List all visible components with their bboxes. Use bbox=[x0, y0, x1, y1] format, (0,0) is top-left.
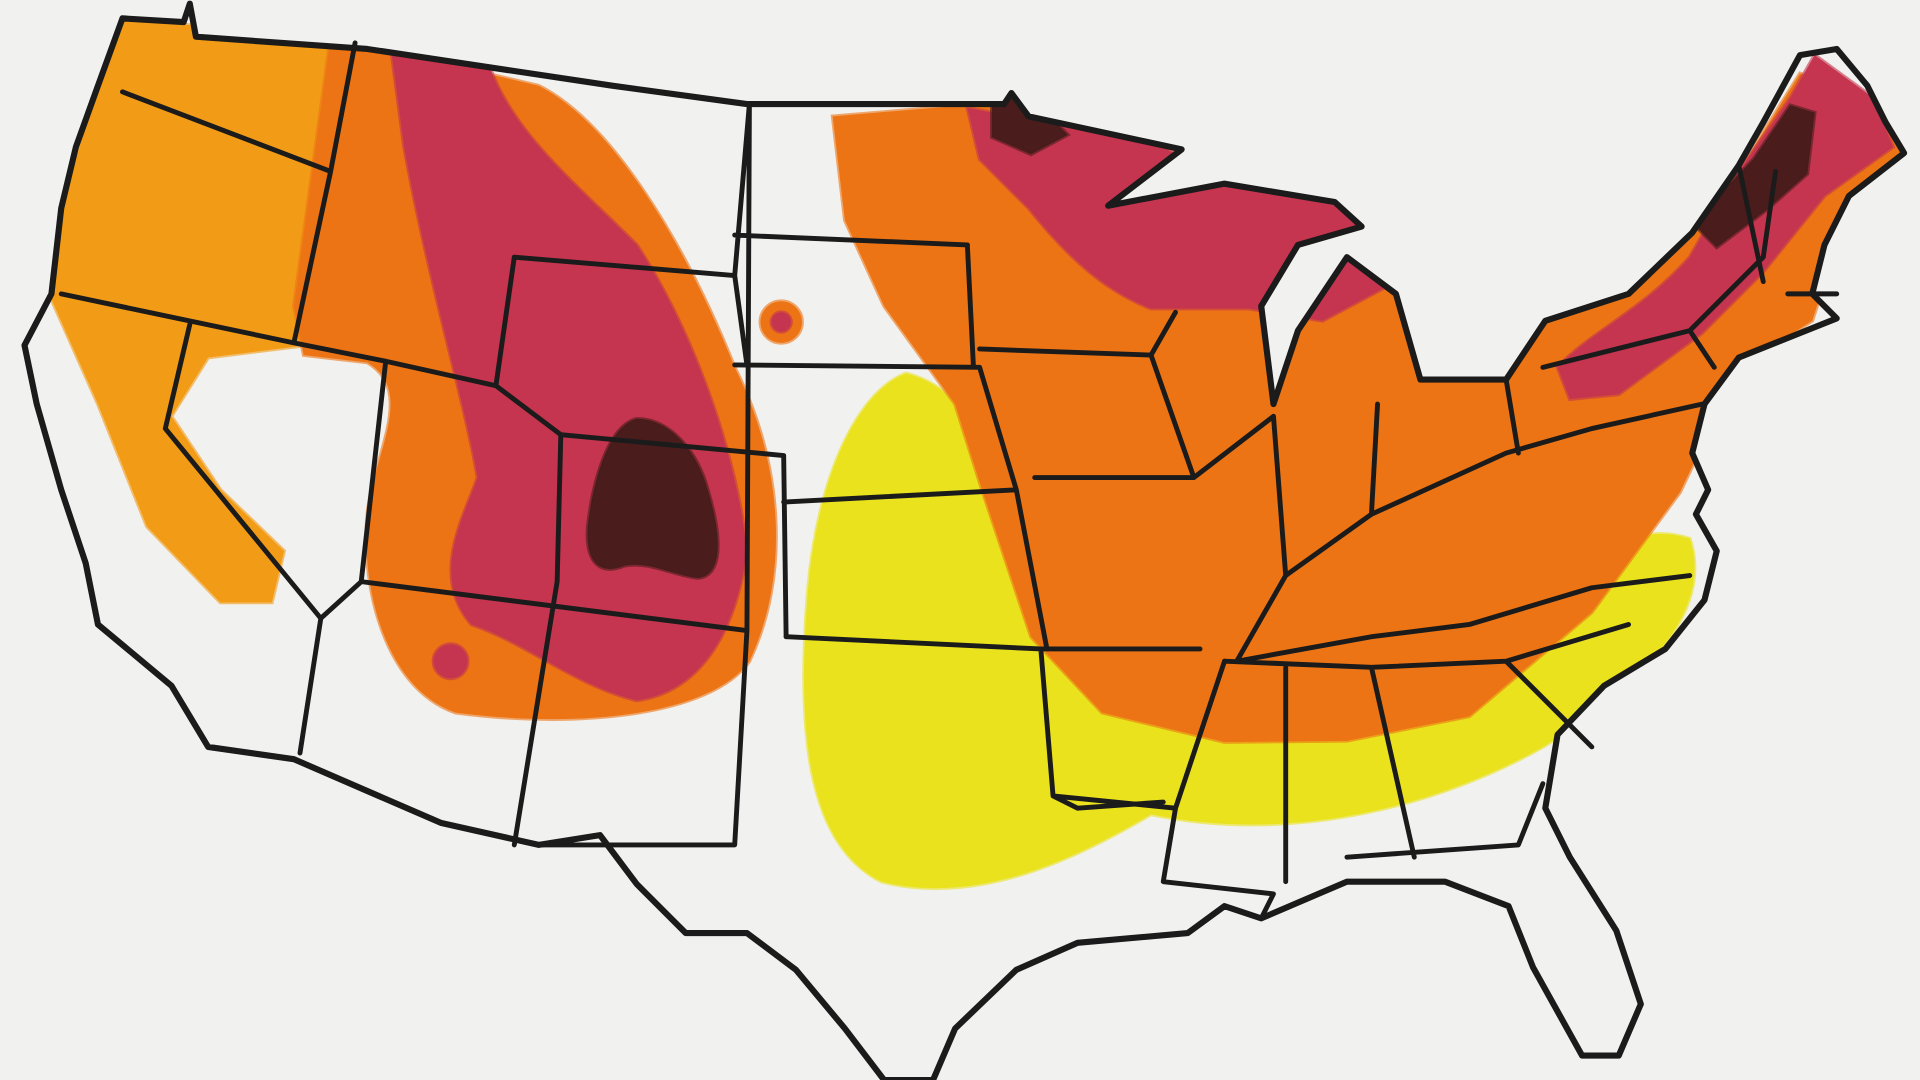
state-borders-west bbox=[58, 40, 970, 848]
zone-dark-brown-northeast bbox=[1689, 103, 1817, 250]
state-borders-central bbox=[732, 242, 1276, 921]
color-zones bbox=[47, 16, 1905, 890]
state-borders-east bbox=[1222, 162, 1840, 885]
zone-dark-brown-west bbox=[585, 416, 720, 580]
zone-crimson-spot bbox=[769, 310, 793, 334]
state-borders bbox=[58, 40, 1840, 921]
zone-crimson-spot-sw bbox=[431, 642, 470, 681]
